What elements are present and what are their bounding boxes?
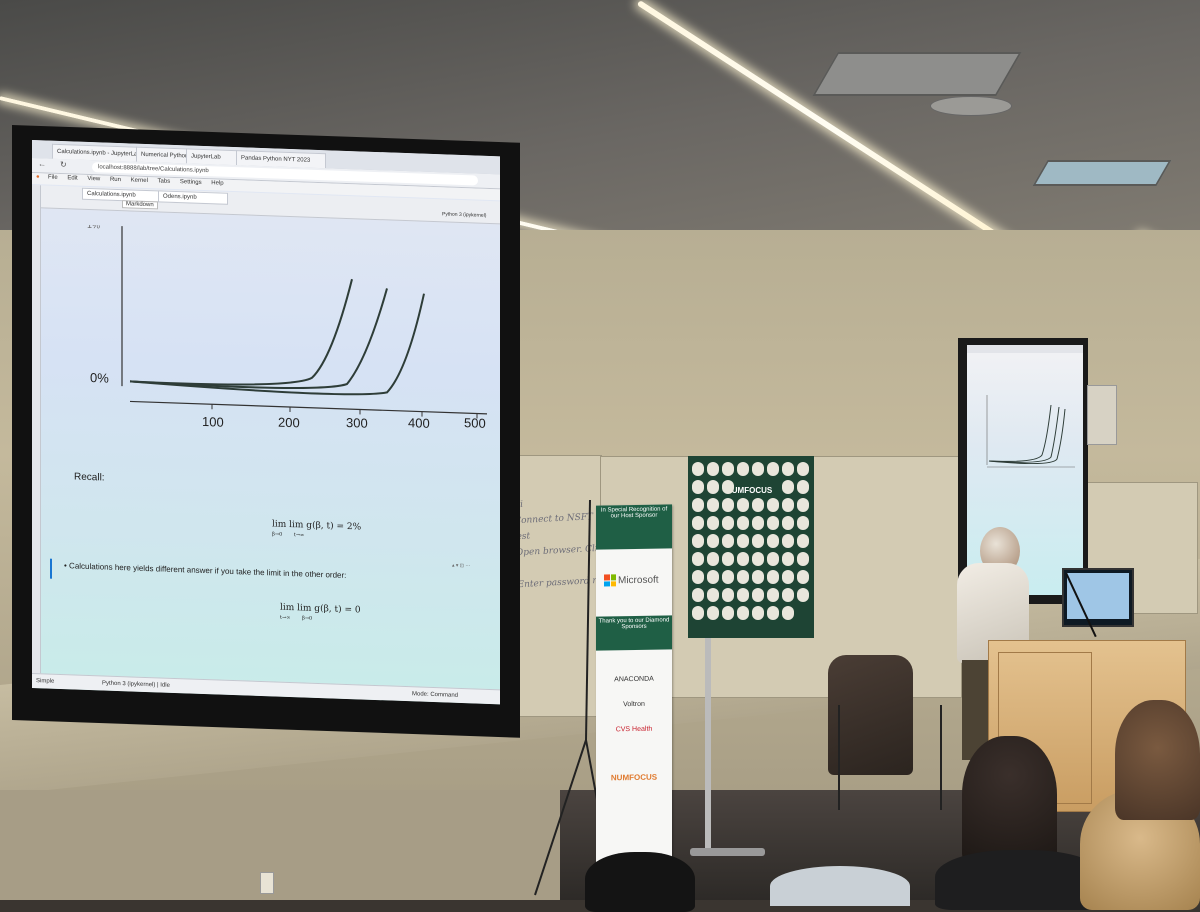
poster-badge-grid — [692, 462, 810, 634]
formula-1-sub-outer: β→0 — [272, 531, 283, 538]
formula-2-text: lim lim g(β, t) = 0 — [280, 602, 361, 616]
microsoft-icon — [604, 574, 616, 587]
x-axis — [130, 400, 487, 415]
banner-top-text: In Special Recognition of our Host Spons… — [600, 506, 668, 520]
ceiling-vent — [812, 52, 1022, 96]
menu-run[interactable]: Run — [109, 176, 121, 184]
diamond-band: Thank you to our Diamond Sponsors — [596, 615, 672, 651]
menu-file[interactable]: File — [48, 174, 58, 181]
menu-help[interactable]: Help — [211, 180, 224, 187]
menu-tabs[interactable]: Tabs — [157, 178, 171, 185]
diamond-text: Thank you to our Diamond Sponsors — [598, 617, 670, 631]
poster-stand — [705, 636, 711, 856]
poster-stand-base — [690, 848, 765, 856]
bullet-text-content: Calculations here yields different answe… — [69, 561, 347, 580]
formula-2-sub-outer: t→∞ — [280, 614, 291, 622]
notebook-file-tab[interactable]: Odens.ipynb — [158, 190, 228, 205]
bullet-icon: • — [64, 561, 67, 571]
audience-member-head — [962, 736, 1057, 866]
ceiling-speaker — [930, 96, 1012, 116]
kernel-status: Python 3 (ipykernel) | Idle — [102, 680, 170, 689]
chair-with-jacket — [828, 655, 913, 775]
formula-1-text: lim lim g(β, t) = 2% — [272, 519, 362, 533]
sponsor-anaconda: ANACONDA — [614, 675, 654, 684]
formula-2-sub-inner: β→0 — [301, 615, 313, 622]
x-tick-label: 300 — [346, 414, 368, 431]
x-tick-label: 400 — [408, 415, 430, 431]
curve-3 — [129, 293, 425, 396]
curve-2 — [129, 288, 388, 389]
x-tick-label: 100 — [202, 413, 224, 430]
menu-settings[interactable]: Settings — [179, 179, 202, 186]
audience-member-right — [1115, 700, 1200, 820]
microsoft-logo: Microsoft — [604, 573, 672, 587]
podium-monitor — [1062, 568, 1134, 627]
banner-bottom-logo: NUMFOCUS — [610, 772, 658, 783]
cell-type-select[interactable]: Markdown — [122, 200, 158, 210]
wall-outlet — [260, 872, 274, 894]
bullet-text: • Calculations here yields different ans… — [64, 561, 484, 585]
ceiling-vent-2 — [1032, 160, 1172, 186]
banner-top-band: In Special Recognition of our Host Spons… — [596, 504, 672, 550]
left-sidebar — [32, 185, 41, 676]
formula-1-sub-inner: t→∞ — [293, 532, 305, 539]
simple-mode-toggle[interactable]: Simple — [36, 678, 55, 685]
formula-1: lim lim g(β, t) = 2% β→0 t→∞ — [272, 513, 361, 540]
y-tick-label-zero: 0% — [90, 370, 109, 386]
mode-status: Mode: Command — [412, 691, 459, 699]
sponsor-banner: In Special Recognition of our Host Spons… — [596, 504, 672, 866]
reload-icon[interactable]: ↻ — [60, 159, 67, 170]
x-tick-label: 200 — [278, 414, 300, 431]
microsoft-wordmark: Microsoft — [618, 574, 659, 586]
sponsor-voltron: Voltron — [623, 700, 645, 709]
recall-label: Recall: — [74, 471, 105, 484]
kernel-indicator[interactable]: Python 3 (ipykernel) — [442, 211, 487, 219]
poster-title: NUMFOCUS — [726, 486, 773, 495]
chair-legs — [838, 705, 942, 810]
sponsor-cvs-health: CVS Health — [615, 725, 653, 734]
menu-edit[interactable]: Edit — [67, 175, 78, 182]
formula-2: lim lim g(β, t) = 0 t→∞ β→0 — [280, 597, 361, 624]
back-icon[interactable]: ← — [38, 159, 46, 169]
jupyter-logo-icon: ● — [36, 174, 40, 181]
active-cell-indicator — [50, 558, 52, 579]
menu-kernel[interactable]: Kernel — [130, 177, 148, 185]
main-projector-screen: Calculations.ipynb - JupyterLab Numerica… — [32, 140, 500, 705]
audience-member-cap — [770, 866, 910, 906]
menu-view[interactable]: View — [87, 175, 101, 183]
numfocus-poster: NUMFOCUS — [688, 456, 814, 638]
wall-speaker — [1087, 385, 1117, 445]
lower-wall — [0, 790, 560, 900]
output-plot — [121, 226, 487, 419]
x-tick-label: 500 — [464, 415, 486, 431]
audience-member-bottom — [585, 852, 695, 912]
right-screen-plot — [986, 395, 1075, 468]
curve-1 — [129, 278, 353, 386]
cell-toolbar: ▴ ▾ ⊡ ⋯ — [452, 562, 471, 570]
right-screen-tabbar — [967, 345, 1083, 353]
